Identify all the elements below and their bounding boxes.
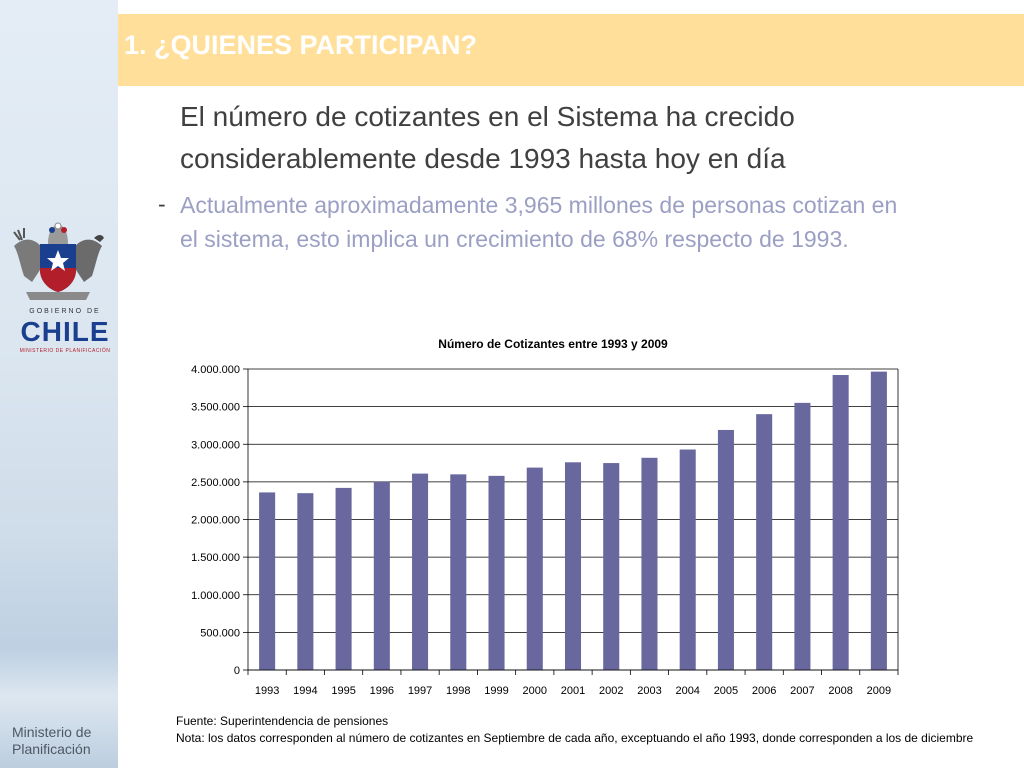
x-tick-label: 1995 [331,685,355,697]
bar-1995 [335,487,352,670]
y-tick-label: 2.000.000 [191,515,240,527]
x-tick-label: 1994 [293,685,317,697]
slide-heading: El número de cotizantes en el Sistema ha… [180,101,795,174]
y-tick-label: 2.500.000 [191,477,240,489]
x-tick-label: 2008 [828,685,852,697]
bar-2006 [756,414,773,670]
source-note: Fuente: Superintendencia de pensiones [176,714,389,728]
bar-2004 [679,449,696,670]
cotizantes-bar-chart: Número de Cotizantes entre 1993 y 2009 0… [191,337,899,697]
chile-label: CHILE [20,316,110,347]
x-tick-label: 2007 [790,685,814,697]
chart-footnote: Fuente: Superintendencia de pensiones No… [176,713,996,747]
bar-2000 [526,467,543,670]
y-tick-label: 1.500.000 [191,552,240,564]
ministerio-small-label: MINISTERIO DE PLANIFICACIÓN [19,348,111,354]
bar-1997 [412,473,429,670]
y-tick-label: 3.500.000 [191,402,240,414]
bar-1996 [373,481,390,670]
y-tick-label: 3.000.000 [191,439,240,451]
x-tick-label: 2009 [867,685,891,697]
bullet-text: Actualmente aproximadamente 3,965 millon… [180,192,898,252]
gobierno-de-label: GOBIERNO DE [29,308,101,315]
x-tick-label: 2006 [752,685,776,697]
gobierno-de-chile-logo: GOBIERNO DE CHILE MINISTERIO DE PLANIFIC… [6,220,110,360]
x-tick-label: 1996 [370,685,394,697]
bar-2007 [794,402,811,670]
chart-bars [259,371,887,670]
bar-2009 [870,371,887,670]
slide-title: 1. ¿QUIENES PARTICIPAN? [124,30,478,60]
bar-1999 [488,475,505,670]
x-tick-label: 2002 [599,685,623,697]
chart-x-axis: 1993 1994 1995 1996 1997 1998 1999 2000 2001 2002… [247,669,899,697]
ministerio-line-2: Planificación [12,741,91,757]
chart-y-axis: 0 500.000 1.000.000 1.500.000 2.000.000 2.500… [191,364,899,677]
y-tick-label: 500.000 [200,627,240,639]
sidebar-background: GOBIERNO DE CHILE MINISTERIO DE PLANIFIC… [0,0,118,768]
x-tick-label: 2004 [675,685,699,697]
y-tick-label: 4.000.000 [191,364,240,376]
bar-1993 [259,492,276,670]
x-tick-label: 1993 [255,685,279,697]
bar-2005 [717,429,734,670]
ministerio-line-1: Ministerio de [12,724,92,740]
snow-decoration [0,648,118,768]
bar-2001 [564,462,582,670]
bar-2003 [641,457,658,670]
coat-of-arms-icon [13,222,104,300]
bar-2008 [832,375,849,670]
data-note: Nota: los datos corresponden al número d… [176,731,974,745]
bar-1998 [450,474,467,670]
y-tick-label: 1.000.000 [191,590,240,602]
x-tick-label: 1998 [446,685,470,697]
bullet-marker: - [158,191,166,217]
x-tick-label: 2001 [561,685,585,697]
x-tick-label: 2005 [714,685,738,697]
bar-1994 [297,493,314,670]
chart-title: Número de Cotizantes entre 1993 y 2009 [438,337,668,351]
bar-2002 [603,463,620,670]
title-bar [118,14,1024,86]
x-tick-label: 2000 [523,685,547,697]
x-tick-label: 1997 [408,685,432,697]
x-tick-label: 2003 [637,685,661,697]
x-tick-label: 1999 [484,685,508,697]
ministerio-logo-text: Ministerio de Planificación [12,724,91,758]
y-tick-label: 0 [234,665,240,677]
